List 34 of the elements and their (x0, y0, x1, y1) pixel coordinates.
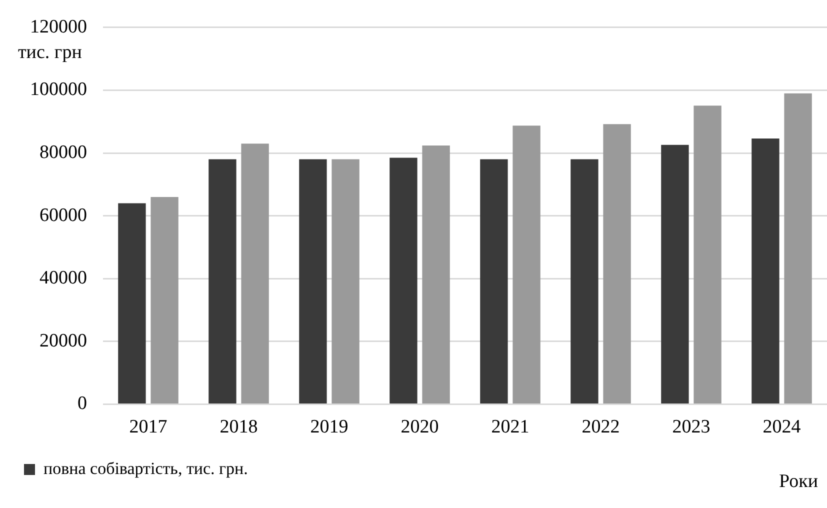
bar (118, 203, 146, 404)
x-tick-label: 2022 (582, 416, 620, 438)
y-tick-label: 80000 (40, 142, 87, 163)
bar (390, 158, 418, 404)
bar (661, 144, 689, 404)
legend-label: повна собівартість, тис. грн. (44, 458, 248, 478)
y-tick-label: 0 (78, 393, 87, 414)
bar (784, 93, 812, 404)
bar (512, 126, 540, 404)
x-tick-label: 2024 (762, 416, 802, 438)
x-tick-label: 2017 (129, 416, 168, 438)
bar (332, 159, 360, 404)
bar (299, 159, 327, 404)
y-axis-title: тис. грн (18, 42, 82, 63)
bar (570, 159, 598, 404)
y-tick-label: 60000 (40, 204, 87, 226)
y-tick-label: 100000 (30, 79, 87, 100)
bar (480, 159, 508, 404)
bar (694, 106, 722, 404)
bar (208, 159, 236, 404)
x-tick-label: 2018 (220, 416, 258, 438)
bar (241, 144, 269, 404)
x-tick-label: 2021 (491, 416, 530, 438)
y-tick-label: 40000 (40, 268, 87, 289)
bar (603, 124, 631, 404)
x-axis-title: Роки (779, 470, 818, 492)
x-tick-label: 2023 (672, 416, 710, 438)
bar (150, 196, 178, 404)
bar (752, 138, 780, 404)
x-tick-label: 2020 (400, 416, 439, 438)
x-tick-label: 2019 (310, 416, 348, 438)
y-tick-label: 20000 (40, 330, 87, 352)
y-tick-label: 120000 (30, 16, 87, 38)
bar (422, 145, 450, 404)
